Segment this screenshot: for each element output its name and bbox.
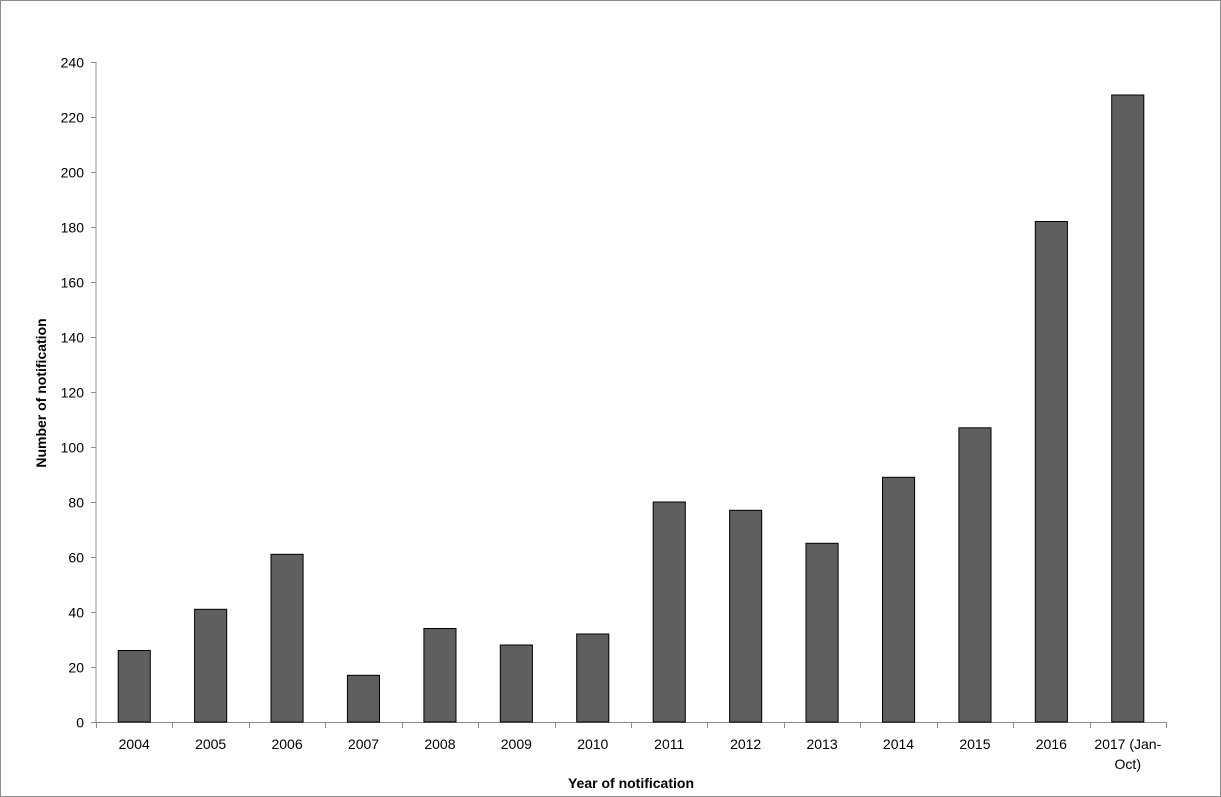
x-tick-label: 2004	[119, 736, 150, 752]
x-tick-label: 2016	[1036, 736, 1067, 752]
bar	[576, 633, 610, 723]
y-tick-label: 140	[61, 330, 85, 346]
bar	[958, 427, 992, 723]
bar	[882, 476, 916, 723]
x-tick-label: 2007	[348, 736, 379, 752]
x-tick-label: 2013	[806, 736, 837, 752]
bar	[1034, 221, 1068, 723]
x-axis-title: Year of notification	[568, 775, 694, 791]
y-tick-label: 0	[76, 715, 84, 731]
y-tick-label: 60	[68, 550, 84, 566]
x-tick-label: 2014	[883, 736, 914, 752]
y-tick-label: 100	[61, 440, 85, 456]
x-tick-label: 2017 (Jan-Oct)	[1094, 736, 1161, 772]
x-tick-label: 2012	[730, 736, 761, 752]
x-tick-label: 2010	[577, 736, 608, 752]
x-tick-label: 2005	[195, 736, 226, 752]
bar	[805, 542, 839, 723]
bars	[117, 94, 1145, 723]
bar	[652, 501, 686, 723]
bar	[729, 509, 763, 723]
bar	[1111, 94, 1145, 723]
x-tick-label: 2008	[424, 736, 455, 752]
y-tick-label: 240	[61, 55, 85, 71]
bar	[346, 674, 380, 723]
y-axis-title: Number of notification	[33, 318, 49, 467]
bar	[194, 608, 228, 723]
bar	[423, 628, 457, 723]
y-tick-label: 180	[61, 220, 85, 236]
y-tick-label: 20	[68, 660, 84, 676]
bar	[270, 553, 304, 723]
y-axis: 0 20 40 60 80 100 120 140 160 180 200 220 240	[61, 55, 97, 731]
x-tick-label: 2015	[959, 736, 990, 752]
y-tick-label: 80	[68, 495, 84, 511]
y-tick-label: 120	[61, 385, 85, 401]
y-tick-label: 220	[61, 110, 85, 126]
x-axis: 2004 2005 2006 2007 2008 2009 2010 2011 2012 2013…	[96, 722, 1167, 772]
bar	[499, 644, 533, 723]
x-tick-label: 2006	[271, 736, 302, 752]
x-tick-label: 2009	[501, 736, 532, 752]
bar	[117, 650, 151, 723]
x-tick-label: 2011	[654, 736, 684, 752]
y-tick-label: 200	[61, 165, 85, 181]
y-tick-label: 160	[61, 275, 85, 291]
y-tick-label: 40	[68, 605, 84, 621]
